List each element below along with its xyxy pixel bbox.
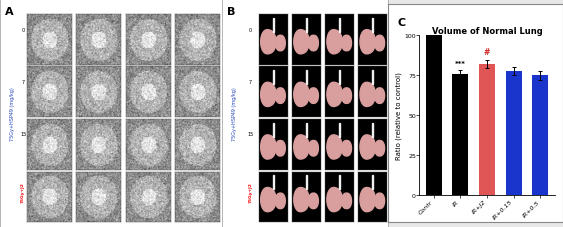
Polygon shape (309, 141, 319, 156)
Polygon shape (272, 123, 274, 137)
Polygon shape (342, 89, 351, 104)
Polygon shape (272, 71, 274, 85)
Polygon shape (342, 193, 351, 209)
Polygon shape (372, 19, 373, 32)
Text: ***: *** (455, 61, 466, 67)
Polygon shape (275, 36, 285, 52)
Polygon shape (261, 83, 276, 107)
Polygon shape (372, 123, 373, 137)
Polygon shape (309, 36, 319, 52)
Text: 75Gy+J2: 75Gy+J2 (20, 181, 24, 202)
Text: 15: 15 (20, 131, 26, 136)
Text: 7: 7 (249, 79, 252, 84)
Polygon shape (294, 30, 309, 55)
Text: 15: 15 (248, 131, 254, 136)
Polygon shape (375, 36, 385, 52)
Polygon shape (372, 71, 373, 85)
Text: 75Gy+HSP49 (mg/kg): 75Gy+HSP49 (mg/kg) (10, 87, 15, 140)
Polygon shape (272, 176, 274, 190)
Text: 7: 7 (22, 79, 25, 84)
Polygon shape (275, 193, 285, 209)
Polygon shape (342, 141, 351, 156)
Text: 0: 0 (249, 28, 252, 33)
Polygon shape (272, 19, 274, 32)
Polygon shape (339, 19, 340, 32)
Polygon shape (309, 193, 319, 209)
Polygon shape (327, 83, 342, 107)
Text: 0: 0 (22, 28, 25, 33)
Polygon shape (360, 30, 376, 55)
Polygon shape (327, 135, 342, 159)
Polygon shape (360, 135, 376, 159)
Text: 75Gy+J2: 75Gy+J2 (249, 181, 253, 202)
Bar (479, 65, 495, 195)
Bar (506, 71, 522, 195)
Bar (452, 74, 468, 195)
Polygon shape (261, 135, 276, 159)
Polygon shape (339, 123, 340, 137)
Polygon shape (261, 30, 276, 55)
Title: Volume of Normal Lung: Volume of Normal Lung (432, 27, 542, 36)
Polygon shape (306, 123, 307, 137)
Polygon shape (375, 193, 385, 209)
Polygon shape (342, 36, 351, 52)
Polygon shape (294, 188, 309, 212)
Polygon shape (375, 141, 385, 156)
Text: A: A (5, 7, 13, 17)
Text: 75Gy+HSP49 (mg/kg): 75Gy+HSP49 (mg/kg) (231, 87, 236, 140)
Polygon shape (306, 71, 307, 85)
Polygon shape (360, 83, 376, 107)
Polygon shape (275, 89, 285, 104)
Polygon shape (309, 89, 319, 104)
Polygon shape (306, 176, 307, 190)
Text: B: B (227, 7, 236, 17)
Polygon shape (306, 19, 307, 32)
Polygon shape (339, 71, 340, 85)
Polygon shape (339, 176, 340, 190)
Text: C: C (397, 18, 405, 27)
Text: #: # (484, 48, 490, 57)
Polygon shape (294, 83, 309, 107)
Polygon shape (261, 188, 276, 212)
Bar (533, 76, 548, 195)
Bar (426, 36, 441, 195)
Polygon shape (375, 89, 385, 104)
Polygon shape (327, 30, 342, 55)
Y-axis label: Ratio (relative to control): Ratio (relative to control) (396, 72, 402, 160)
Polygon shape (294, 135, 309, 159)
Polygon shape (327, 188, 342, 212)
Polygon shape (275, 141, 285, 156)
Polygon shape (372, 176, 373, 190)
Polygon shape (360, 188, 376, 212)
